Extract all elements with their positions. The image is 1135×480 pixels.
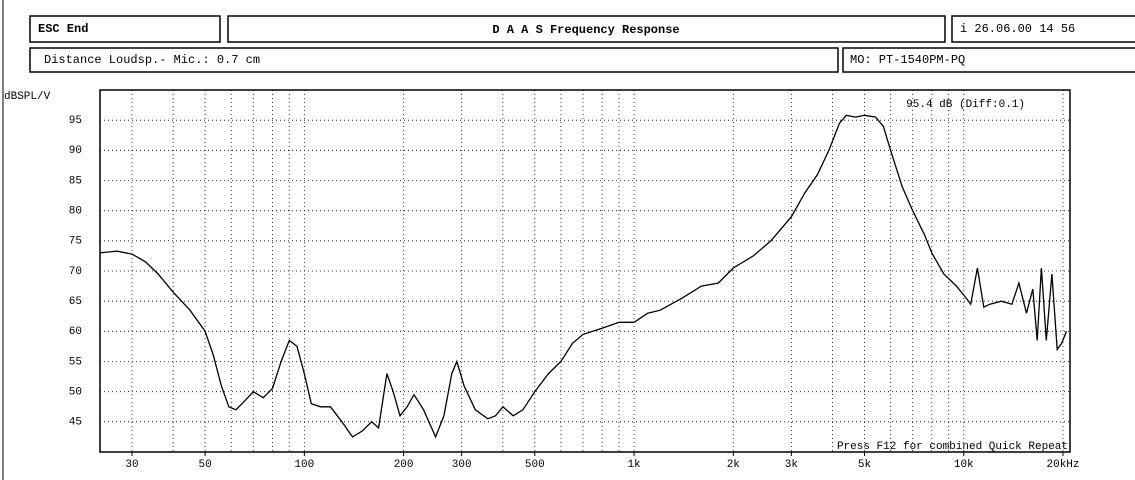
y-axis-label: dBSPL/V — [4, 91, 51, 103]
y-tick-label: 50 — [69, 387, 82, 399]
distance-info: Distance Loudsp.- Mic.: 0.7 cm — [44, 53, 260, 67]
esc-button[interactable]: ESC End — [38, 22, 88, 36]
x-tick-label: 300 — [452, 459, 472, 471]
x-tick-label: 2k — [727, 459, 741, 471]
x-tick-label: 5k — [858, 459, 872, 471]
y-tick-label: 60 — [69, 326, 82, 338]
y-tick-label: 90 — [69, 145, 82, 157]
date-box — [951, 15, 1135, 43]
x-tick-label: 3k — [785, 459, 799, 471]
y-tick-label: 70 — [69, 266, 82, 278]
x-tick-label: 50 — [198, 459, 211, 471]
peak-annotation: 95.4 dB (Diff:0.1) — [906, 99, 1025, 111]
y-tick-label: 65 — [69, 296, 82, 308]
hint-annotation: Press F12 for combined Quick Repeat — [837, 441, 1068, 453]
title-box — [227, 15, 946, 43]
info-box — [29, 47, 839, 73]
x-tick-label: 100 — [294, 459, 314, 471]
y-tick-label: 95 — [69, 115, 82, 127]
x-tick-label: 30 — [125, 459, 138, 471]
response-curve — [99, 114, 1068, 439]
x-tick-label: 20kHz — [1047, 459, 1080, 471]
model-box — [842, 47, 1135, 73]
y-tick-label: 55 — [69, 356, 82, 368]
x-tick-label: 1k — [627, 459, 641, 471]
app-title: D A A S Frequency Response — [492, 23, 679, 37]
y-tick-label: 45 — [69, 417, 82, 429]
x-tick-label: 500 — [525, 459, 545, 471]
y-tick-label: 80 — [69, 206, 82, 218]
esc-box — [29, 15, 221, 43]
y-tick-label: 75 — [69, 236, 82, 248]
y-tick-label: 85 — [69, 175, 82, 187]
date-time: i 26.06.00 14 56 — [960, 22, 1075, 36]
x-tick-label: 200 — [394, 459, 414, 471]
model-info: MO: PT-1540PM-PQ — [850, 53, 965, 67]
x-tick-label: 10k — [954, 459, 974, 471]
